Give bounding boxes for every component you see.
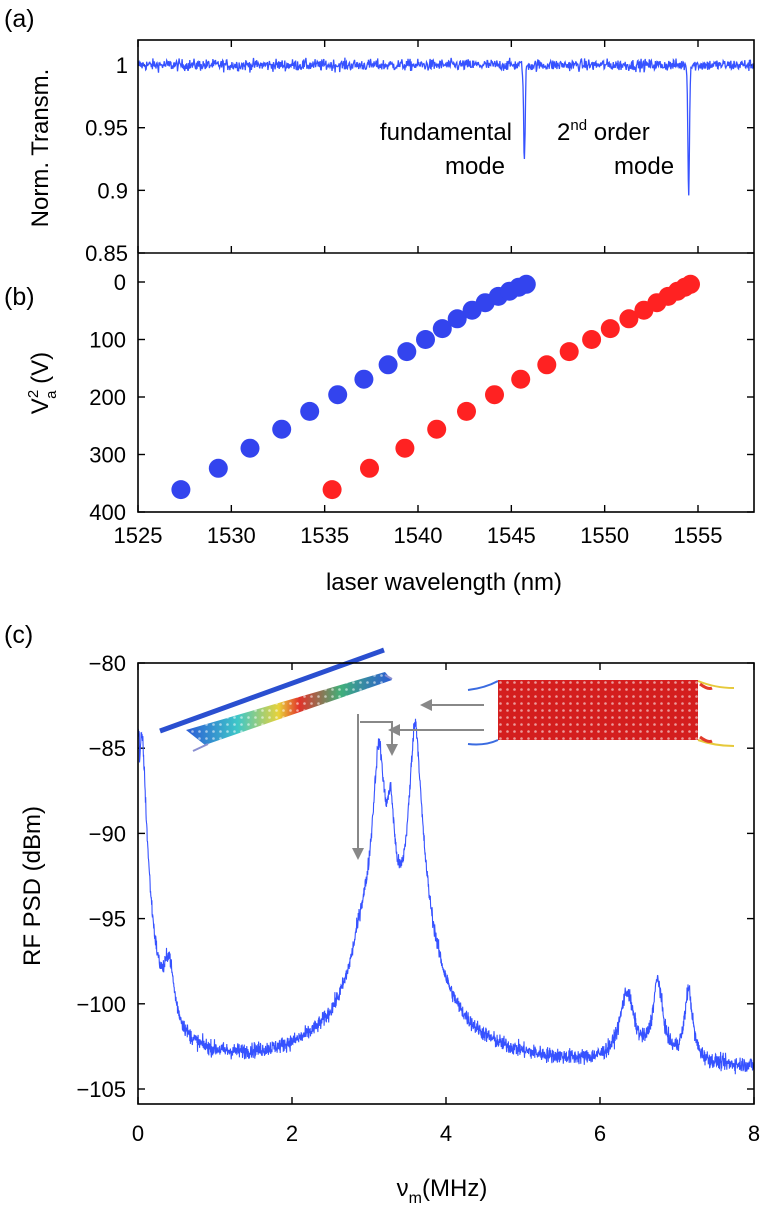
panel-b-ylabel: V2a (V) bbox=[25, 352, 60, 414]
fundamental-mode-point bbox=[240, 438, 260, 458]
panel-b-yticks: 0 100 200 300 400 bbox=[89, 270, 754, 525]
panel-c-ytick-label: −100 bbox=[76, 992, 126, 1017]
fundamental-mode-point bbox=[300, 401, 320, 421]
panel-a-transmission-trace bbox=[137, 57, 755, 196]
second-order-annot-line2: mode bbox=[614, 153, 674, 180]
panel-a-ytick-label: 0.9 bbox=[97, 178, 128, 203]
fundamental-annot-line1: fundamental bbox=[380, 119, 512, 146]
second-order-mode-point bbox=[511, 369, 531, 389]
panel-b-ytick-label: 100 bbox=[89, 328, 126, 353]
fundamental-mode-point bbox=[171, 480, 191, 500]
fundamental-annot-line2: mode bbox=[445, 153, 505, 180]
second-order-mode-point bbox=[559, 342, 579, 362]
fundamental-mode-annotation: fundamental mode bbox=[380, 119, 512, 180]
panel-a-yticks: 0.85 0.9 0.95 1 bbox=[85, 53, 754, 266]
panel-b-xtick-label: 1525 bbox=[114, 523, 163, 548]
panel-a-ylabel: Norm. Transm. bbox=[27, 69, 54, 228]
panel-c-label: (c) bbox=[4, 621, 33, 649]
fundamental-mode-point bbox=[208, 458, 228, 478]
panel-c-xlabel: νm(MHz) bbox=[397, 1175, 488, 1206]
fundamental-mode-point bbox=[354, 369, 374, 389]
fundamental-mode-point bbox=[516, 274, 536, 294]
panel-b-label: (b) bbox=[4, 283, 35, 311]
second-order-mode-point bbox=[427, 419, 447, 439]
panel-c-ytick-label: −90 bbox=[89, 821, 126, 846]
second-order-annot-line1: 2nd order bbox=[557, 117, 650, 146]
second-order-mode-point bbox=[619, 309, 639, 329]
panel-c-ytick-label: −85 bbox=[89, 736, 126, 761]
second-order-mode-point bbox=[457, 401, 476, 421]
panel-c-frame bbox=[137, 662, 755, 1105]
panel-b-xlabel: laser wavelength (nm) bbox=[326, 569, 562, 596]
panel-c-ylabel: RF PSD (dBm) bbox=[19, 806, 46, 966]
panel-b-ytick-label: 300 bbox=[89, 443, 126, 468]
panel-b-xtick-label: 1550 bbox=[580, 523, 629, 548]
panel-a-label: (a) bbox=[4, 5, 35, 33]
second-order-mode-point bbox=[360, 458, 379, 478]
fundamental-mode-point bbox=[432, 319, 452, 339]
panel-c-xtick-label: 2 bbox=[286, 1121, 298, 1146]
panel-c-xticks: 0 2 4 6 8 bbox=[132, 663, 760, 1146]
second-order-mode-point bbox=[322, 480, 342, 500]
second-order-mode-point bbox=[537, 355, 557, 375]
fundamental-mode-point bbox=[397, 342, 417, 362]
panel-a-ytick-label: 1 bbox=[116, 53, 128, 78]
panel-c-xtick-label: 4 bbox=[440, 1121, 452, 1146]
fundamental-mode-point bbox=[447, 309, 467, 329]
panel-b-ytick-label: 400 bbox=[89, 500, 126, 525]
panel-b-xtick-label: 1540 bbox=[394, 523, 443, 548]
panel-c-psd-trace bbox=[137, 718, 755, 1075]
panel-c-ytick-label: −80 bbox=[89, 651, 126, 676]
second-order-mode-point bbox=[395, 438, 415, 458]
membrane-mode-simulation-inset bbox=[467, 680, 735, 747]
second-order-mode-point bbox=[681, 274, 700, 294]
panel-a-transmission-plot: (a) Norm. Transm. 0.85 0.9 0.95 1 fundament… bbox=[4, 5, 755, 266]
mode-arrows bbox=[352, 699, 484, 860]
panel-c-xtick-label: 8 bbox=[748, 1121, 760, 1146]
panel-b-ytick-label: 200 bbox=[89, 385, 126, 410]
second-order-mode-point bbox=[582, 330, 602, 349]
second-order-mode-point bbox=[600, 319, 620, 339]
fundamental-mode-point bbox=[272, 419, 292, 439]
fundamental-mode-point bbox=[328, 385, 348, 405]
panel-c-rf-psd-plot: (c) RF PSD (dBm) −105 −100 −95 −90 −85 −80 0 2… bbox=[4, 621, 760, 1206]
second-order-mode-annotation: 2nd order mode bbox=[557, 117, 674, 180]
panel-b-xtick-label: 1530 bbox=[207, 523, 256, 548]
panel-b-points bbox=[171, 274, 700, 500]
panel-c-xtick-label: 6 bbox=[594, 1121, 606, 1146]
second-order-mode-point bbox=[485, 385, 504, 405]
panel-c-ytick-label: −105 bbox=[76, 1077, 126, 1102]
panel-c-xtick-label: 0 bbox=[132, 1121, 144, 1146]
panel-b-ytick-label: 0 bbox=[114, 270, 126, 295]
panel-a-ytick-label: 0.85 bbox=[85, 241, 128, 266]
panel-c-ytick-label: −95 bbox=[89, 907, 126, 932]
panel-b-xtick-label: 1555 bbox=[674, 523, 723, 548]
fundamental-mode-point bbox=[416, 330, 435, 349]
panel-b-xtick-label: 1535 bbox=[300, 523, 349, 548]
panel-b-xtick-label: 1545 bbox=[487, 523, 536, 548]
panel-b-xticks: 1525 1530 1535 1540 1545 1550 1555 bbox=[114, 40, 723, 548]
panel-a-ytick-label: 0.95 bbox=[85, 116, 128, 141]
panel-ab-frame bbox=[137, 39, 755, 513]
fundamental-mode-point bbox=[378, 355, 398, 375]
